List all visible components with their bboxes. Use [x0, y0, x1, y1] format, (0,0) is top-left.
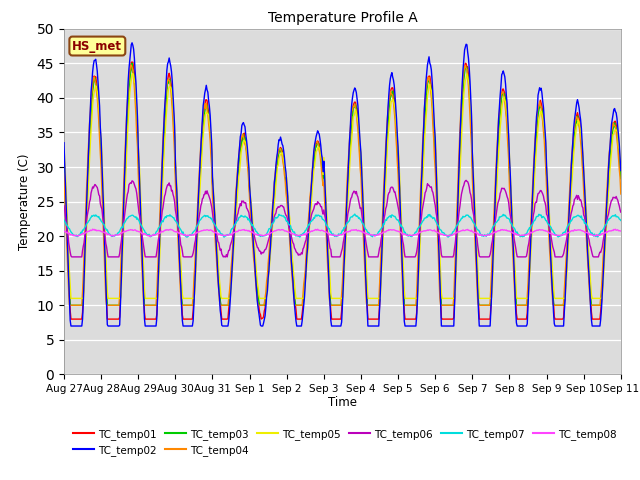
- Text: HS_met: HS_met: [72, 39, 122, 52]
- Y-axis label: Temperature (C): Temperature (C): [18, 153, 31, 250]
- Title: Temperature Profile A: Temperature Profile A: [268, 11, 417, 25]
- Legend: TC_temp01, TC_temp02, TC_temp03, TC_temp04, TC_temp05, TC_temp06, TC_temp07, TC_: TC_temp01, TC_temp02, TC_temp03, TC_temp…: [69, 424, 621, 460]
- X-axis label: Time: Time: [328, 396, 357, 408]
